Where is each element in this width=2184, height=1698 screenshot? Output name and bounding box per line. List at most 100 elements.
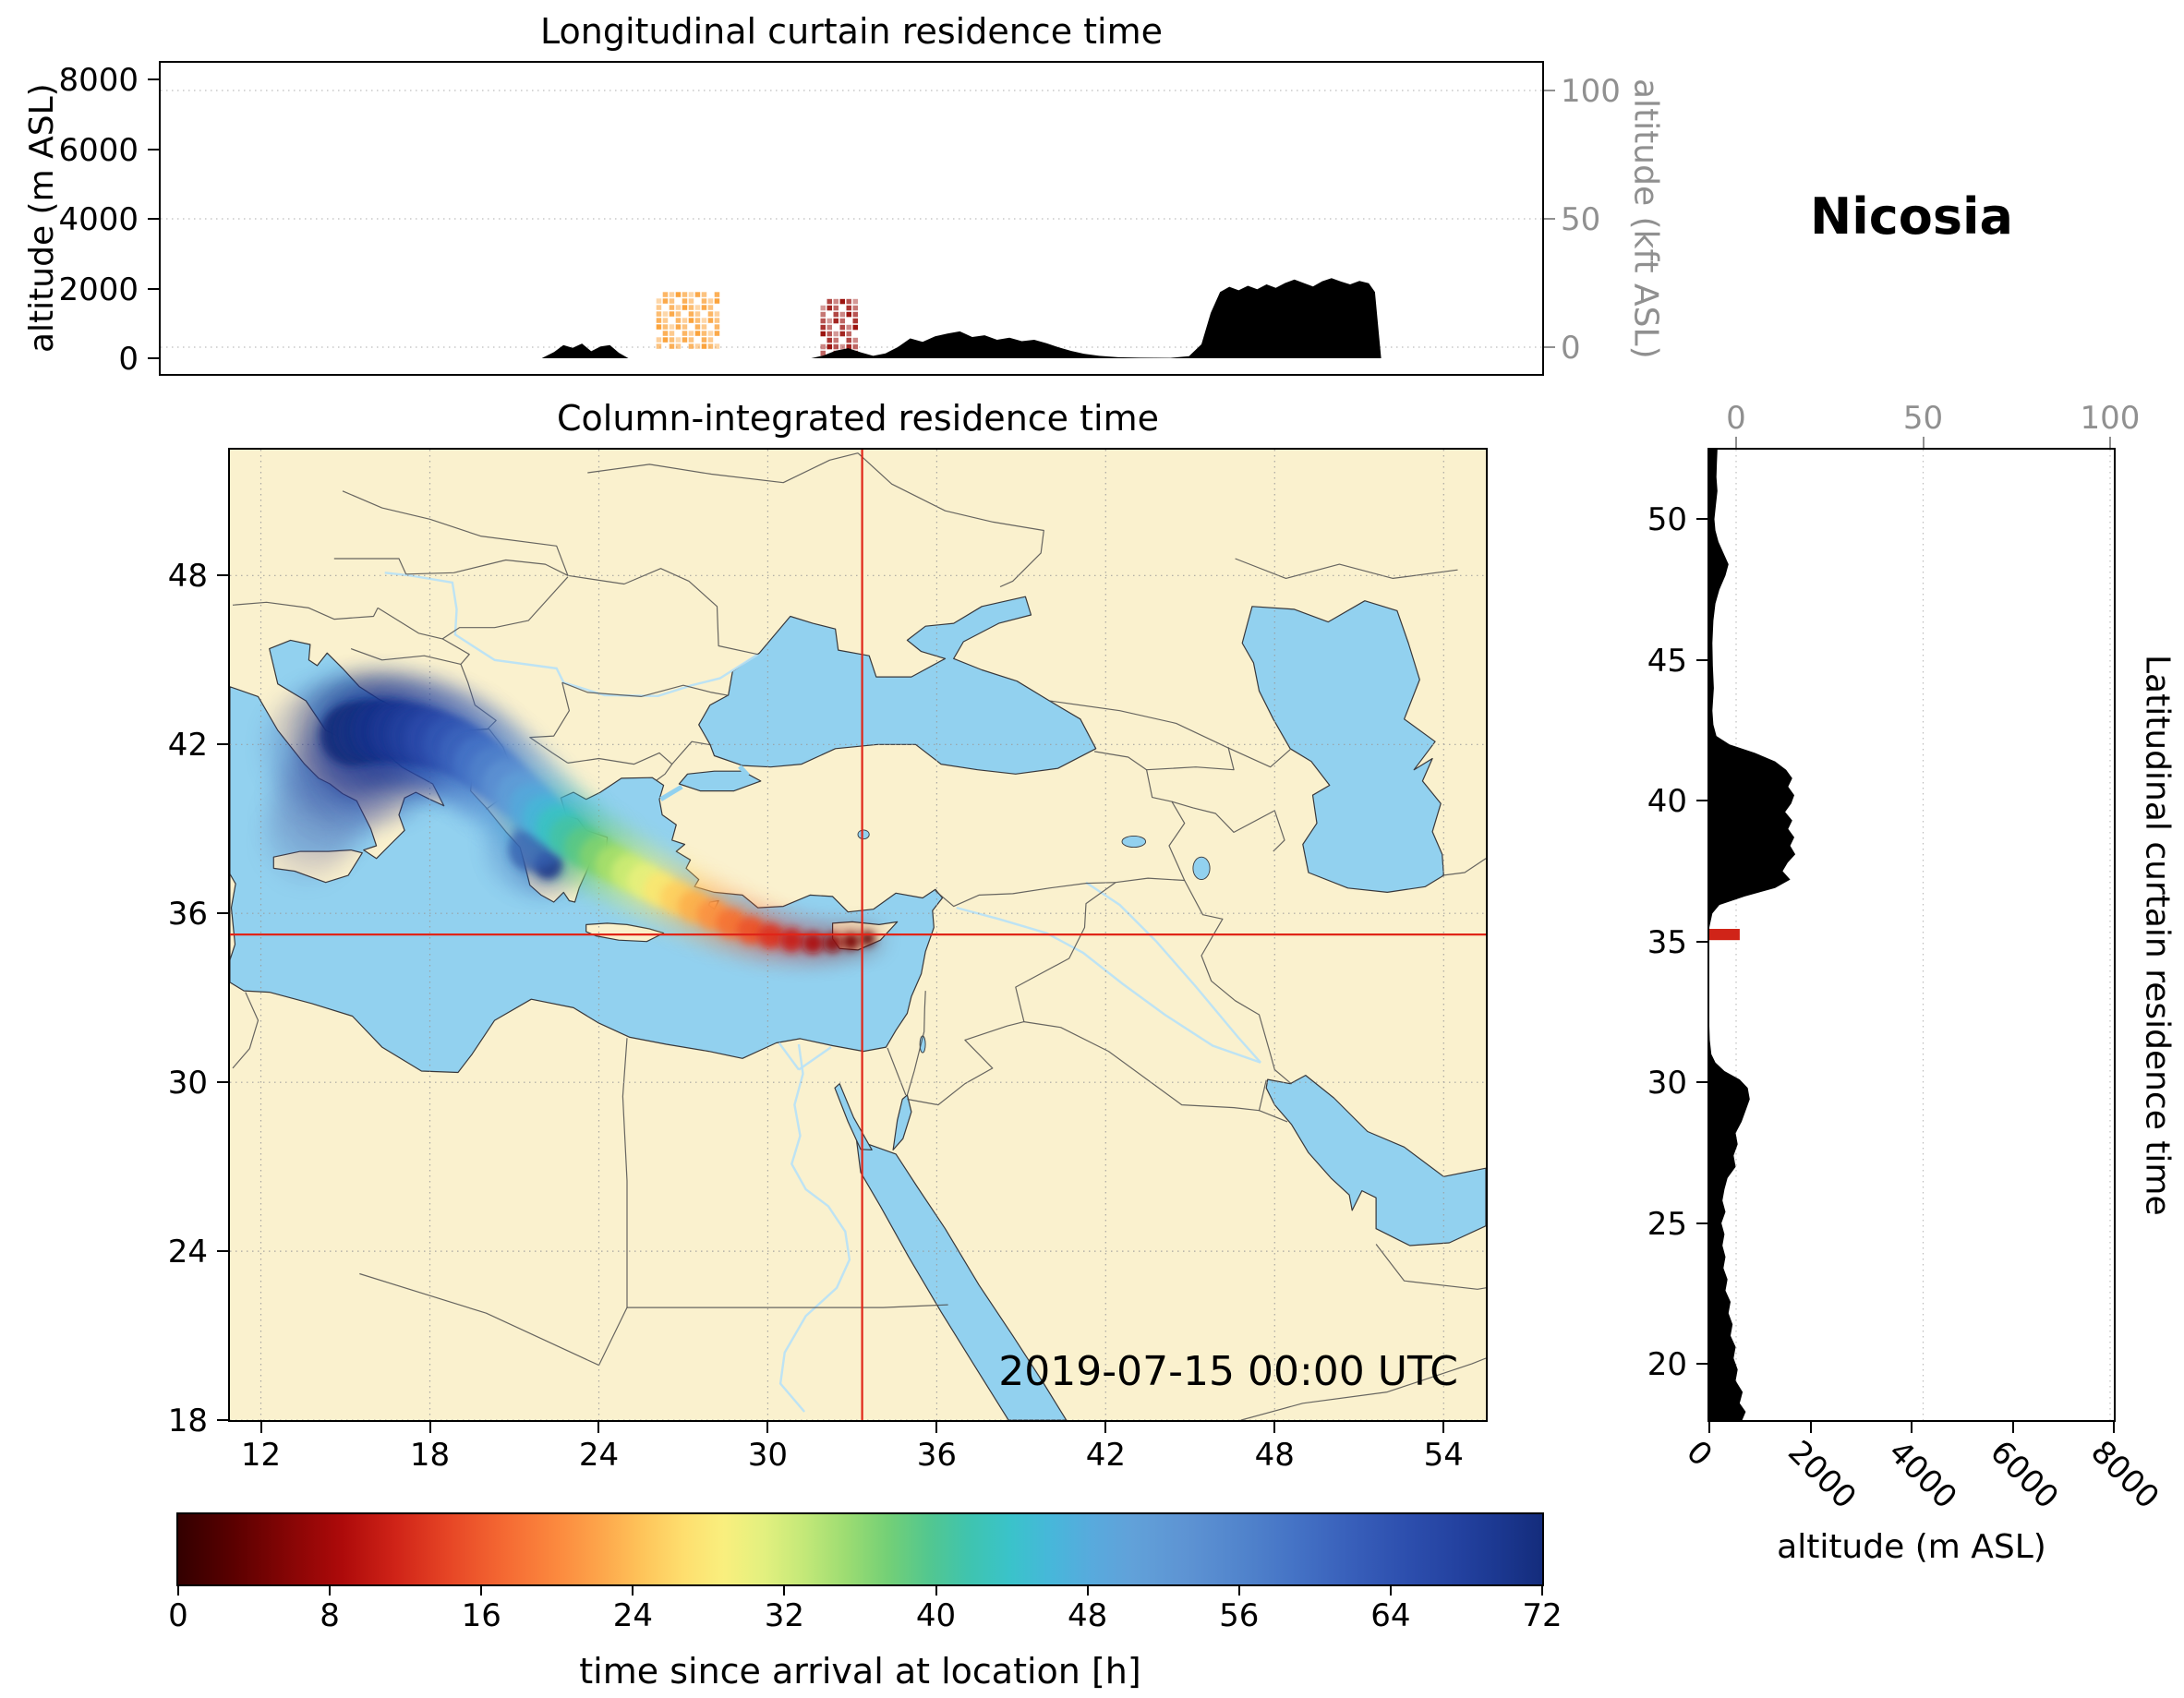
- tick-mark: [1809, 1422, 1812, 1433]
- lat-ytick-label: 45: [1647, 642, 1687, 680]
- colorbar-tick-label: 16: [461, 1597, 501, 1634]
- tick-mark: [1104, 1422, 1107, 1433]
- colorbar-tick-label: 64: [1370, 1597, 1411, 1634]
- tick-mark: [1696, 518, 1707, 521]
- tick-mark: [935, 1586, 937, 1596]
- tick-mark: [148, 357, 159, 359]
- map-ytick-label: 48: [167, 558, 208, 596]
- tick-mark: [217, 743, 228, 746]
- tick-mark: [1696, 1081, 1707, 1084]
- tick-mark: [1544, 218, 1555, 220]
- longitudinal-curtain-panel: [159, 61, 1544, 376]
- tick-mark: [259, 1422, 262, 1433]
- map-xtick-label: 30: [747, 1437, 789, 1474]
- lon-kft-tick-label: 100: [1561, 73, 1621, 110]
- map-ytick-label: 24: [167, 1234, 208, 1271]
- colorbar-tick-label: 24: [612, 1597, 653, 1634]
- tick-mark: [480, 1586, 483, 1596]
- lat-ytick-label: 50: [1647, 501, 1687, 539]
- lat-xtick-label: 0: [1679, 1433, 1719, 1475]
- map-gridlines: [230, 450, 1486, 1420]
- tick-mark: [935, 1422, 938, 1433]
- tick-mark: [2109, 437, 2111, 448]
- map-xtick-label: 12: [240, 1437, 282, 1474]
- tick-mark: [766, 1422, 769, 1433]
- lon-ytick-label: 0: [118, 341, 139, 378]
- tick-mark: [1541, 1586, 1543, 1596]
- map-ytick-label: 36: [167, 896, 208, 933]
- tick-mark: [1544, 90, 1555, 91]
- lat-xtick-label: 4000: [1881, 1433, 1964, 1517]
- tick-mark: [1237, 1586, 1240, 1596]
- tick-mark: [148, 218, 159, 220]
- map-ytick-label: 30: [167, 1065, 208, 1102]
- colorbar-tick-label: 56: [1219, 1597, 1260, 1634]
- map-rivers: [384, 572, 1261, 1413]
- lon-terrain-profile: [161, 278, 1542, 358]
- lat-ytick-label: 30: [1647, 1065, 1687, 1102]
- tick-mark: [1442, 1422, 1445, 1433]
- colorbar-tick-label: 40: [915, 1597, 957, 1634]
- lat-kft-tick-label: 50: [1902, 400, 1944, 437]
- tick-mark: [1086, 1586, 1089, 1596]
- lon-ytick-label: 4000: [58, 201, 139, 238]
- tick-mark: [217, 912, 228, 915]
- colorbar-tick-label: 8: [320, 1597, 340, 1634]
- tick-mark: [217, 574, 228, 577]
- map-datetime-label: 2019-07-15 00:00 UTC: [998, 1348, 1458, 1395]
- latitudinal-curtain-panel: [1707, 448, 2116, 1422]
- tick-mark: [1922, 437, 1925, 448]
- tick-mark: [1696, 940, 1707, 943]
- lat-ytick-label: 35: [1647, 923, 1687, 961]
- lat-kft-tick-label: 0: [1726, 400, 1746, 437]
- lon-kft-tick-label: 50: [1561, 201, 1601, 238]
- lat-terrain-profile: [1709, 450, 1796, 1420]
- colorbar-label: time since arrival at location [h]: [579, 1651, 1141, 1692]
- tick-mark: [1911, 1422, 1913, 1433]
- tick-mark: [1696, 1222, 1707, 1224]
- tick-mark: [1708, 1422, 1710, 1433]
- colorbar-tick-label: 48: [1068, 1597, 1108, 1634]
- map-xtick-label: 18: [409, 1437, 451, 1474]
- lat-xtick-label: 2000: [1780, 1433, 1864, 1517]
- lat-ytick-label: 20: [1647, 1346, 1687, 1384]
- colorbar-tick-label: 0: [168, 1597, 188, 1634]
- column-integrated-map: [230, 450, 1486, 1420]
- map-ytick-label: 18: [167, 1403, 208, 1440]
- lat-xtick-label: 8000: [2083, 1433, 2166, 1517]
- colorbar-tick-label: 32: [764, 1597, 805, 1634]
- map-xtick-label: 54: [1423, 1437, 1464, 1474]
- tick-mark: [148, 148, 159, 151]
- tick-mark: [428, 1422, 431, 1433]
- tick-mark: [148, 78, 159, 80]
- lon-ytick-label: 2000: [58, 271, 139, 308]
- trajectory-plume: [263, 671, 882, 964]
- tick-mark: [1696, 800, 1707, 802]
- latitudinal-curtain-plot: [1709, 450, 2111, 1420]
- tick-mark: [1696, 658, 1707, 661]
- map-xtick-label: 24: [578, 1437, 620, 1474]
- tick-mark: [148, 287, 159, 290]
- longitudinal-panel-title: Longitudinal curtain residence time: [540, 11, 1163, 52]
- tick-mark: [177, 1586, 179, 1596]
- longitudinal-curtain-plot: [161, 90, 1542, 358]
- tick-mark: [329, 1586, 332, 1596]
- tick-mark: [632, 1586, 634, 1596]
- lat-ytick-label: 40: [1647, 783, 1687, 821]
- tick-mark: [597, 1422, 600, 1433]
- tick-mark: [783, 1586, 786, 1596]
- lat-gridlines: [1735, 450, 2111, 1420]
- map-xtick-label: 36: [916, 1437, 957, 1474]
- tick-mark: [1389, 1586, 1392, 1596]
- map-panel-title: Column-integrated residence time: [557, 398, 1159, 439]
- map-ytick-label: 42: [167, 727, 208, 765]
- tick-mark: [217, 1419, 228, 1422]
- tick-mark: [1544, 346, 1555, 348]
- lon-residence-patches: [656, 292, 858, 356]
- lat-xtick-label: 6000: [1982, 1433, 2066, 1517]
- lon-ytick-label: 6000: [58, 131, 139, 169]
- tick-mark: [1696, 1363, 1707, 1366]
- tick-mark: [1273, 1422, 1276, 1433]
- lon-kft-axis-label: altitude (kft ASL): [1626, 78, 1665, 359]
